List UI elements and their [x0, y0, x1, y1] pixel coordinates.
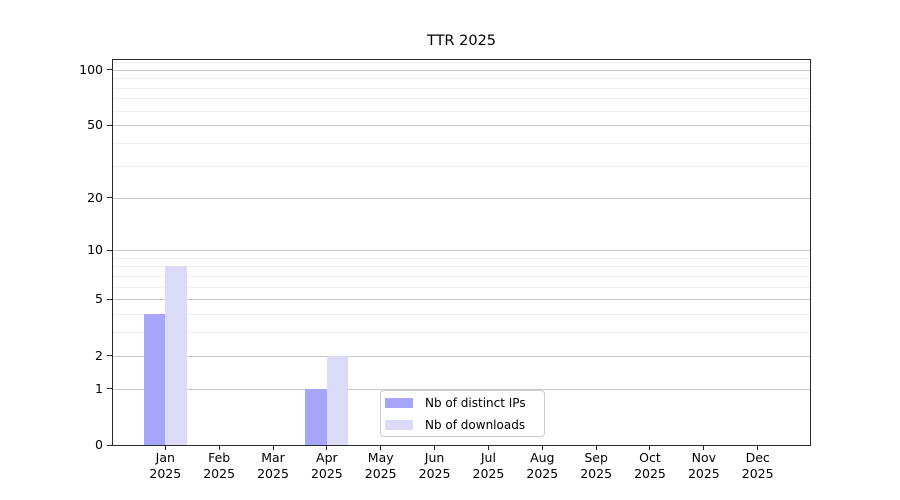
- y-gridline-minor: [113, 332, 810, 334]
- x-tick-label: Feb 2025: [188, 450, 250, 482]
- y-gridline-major: [113, 355, 810, 357]
- x-tick-label-year: 2025: [526, 466, 559, 481]
- x-tick-label: Aug 2025: [511, 450, 573, 482]
- y-tick-mark: [107, 388, 112, 390]
- legend-label-distinct-ips: Nb of distinct IPs: [425, 395, 526, 410]
- y-gridline-minor: [113, 257, 810, 259]
- y-gridline-major: [113, 388, 810, 390]
- legend-swatch-downloads: [385, 419, 413, 430]
- x-tick-label-year: 2025: [203, 466, 236, 481]
- y-tick-mark: [107, 69, 112, 71]
- x-tick-label-year: 2025: [472, 466, 505, 481]
- x-tick-label: Mar 2025: [242, 450, 304, 482]
- legend-item-downloads: Nb of downloads: [385, 418, 544, 432]
- x-tick-mark: [487, 445, 489, 450]
- x-tick-mark: [703, 445, 705, 450]
- x-tick-label-year: 2025: [580, 466, 613, 481]
- bar-jan-downloads: [165, 266, 187, 445]
- y-gridline-minor: [113, 98, 810, 100]
- legend: Nb of distinct IPs Nb of downloads: [380, 390, 545, 437]
- y-tick-mark: [107, 298, 112, 300]
- y-gridline-minor: [113, 62, 810, 64]
- bar-apr-distinct-ips: [305, 388, 327, 445]
- y-tick-label: 20: [87, 189, 103, 205]
- y-tick-label: 5: [95, 291, 103, 307]
- x-tick-mark: [595, 445, 597, 450]
- legend-label-downloads: Nb of downloads: [425, 417, 526, 432]
- y-gridline-minor: [113, 78, 810, 80]
- x-tick-label: Dec 2025: [727, 450, 789, 482]
- x-tick-label: Oct 2025: [619, 450, 681, 482]
- x-tick-label-year: 2025: [741, 466, 774, 481]
- y-gridline-minor: [113, 165, 810, 167]
- x-tick-mark: [164, 445, 166, 450]
- y-gridline-major: [113, 69, 810, 71]
- bar-jan-distinct-ips: [143, 314, 166, 445]
- x-tick-label: Nov 2025: [673, 450, 735, 482]
- bar-apr-downloads: [326, 355, 349, 445]
- y-gridline-minor: [113, 110, 810, 112]
- x-tick-mark: [757, 445, 759, 450]
- x-tick-label: Sep 2025: [565, 450, 627, 482]
- x-tick-label: Jul 2025: [457, 450, 519, 482]
- x-tick-label: Jun 2025: [404, 450, 466, 482]
- x-tick-mark: [326, 445, 328, 450]
- y-gridline-major: [113, 299, 810, 301]
- y-tick-mark: [107, 124, 112, 126]
- y-tick-mark: [107, 197, 112, 198]
- plot-area: 0 1 2 5 10 20 50 100 Jan 2025 Feb 2025 Mar 2025 Apr 202…: [79, 59, 811, 481]
- y-tick-mark: [107, 249, 112, 251]
- x-tick-label-year: 2025: [364, 466, 397, 481]
- x-tick-label: Apr 2025: [296, 450, 358, 482]
- y-tick-mark: [107, 444, 112, 446]
- y-gridline-minor: [113, 314, 810, 316]
- x-tick-mark: [380, 445, 382, 450]
- x-tick-mark: [649, 445, 651, 450]
- x-tick-label-year: 2025: [257, 466, 289, 481]
- x-tick-mark: [434, 445, 436, 450]
- x-tick-label-year: 2025: [687, 466, 720, 481]
- y-tick-mark: [107, 355, 112, 357]
- y-gridline-minor: [113, 143, 810, 145]
- y-gridline-minor: [113, 275, 810, 277]
- y-tick-label: 100: [79, 61, 103, 77]
- y-gridline-minor: [113, 266, 810, 268]
- x-tick-label-year: 2025: [418, 466, 451, 481]
- x-tick-mark: [218, 445, 220, 450]
- y-tick-label: 0: [95, 437, 103, 452]
- x-tick-label: May 2025: [350, 450, 412, 482]
- y-tick-label: 50: [87, 117, 103, 133]
- x-tick-mark: [272, 445, 274, 450]
- x-tick-label-year: 2025: [634, 466, 666, 481]
- x-tick-label-year: 2025: [149, 466, 182, 481]
- y-tick-label: 10: [87, 242, 103, 258]
- chart-title: TTR 2025: [426, 33, 497, 49]
- y-gridline-major: [113, 125, 810, 127]
- y-tick-label: 2: [95, 347, 103, 363]
- legend-swatch-distinct-ips: [385, 397, 413, 408]
- y-gridline-major: [113, 197, 810, 199]
- y-gridline-major: [113, 250, 810, 252]
- y-gridline-minor: [113, 286, 810, 288]
- legend-item-distinct-ips: Nb of distinct IPs: [385, 396, 544, 410]
- x-tick-label: Jan 2025: [134, 450, 196, 482]
- x-tick-mark: [541, 445, 543, 450]
- x-tick-label-year: 2025: [310, 466, 343, 481]
- y-gridline-minor: [113, 87, 810, 89]
- y-tick-label: 1: [95, 380, 103, 396]
